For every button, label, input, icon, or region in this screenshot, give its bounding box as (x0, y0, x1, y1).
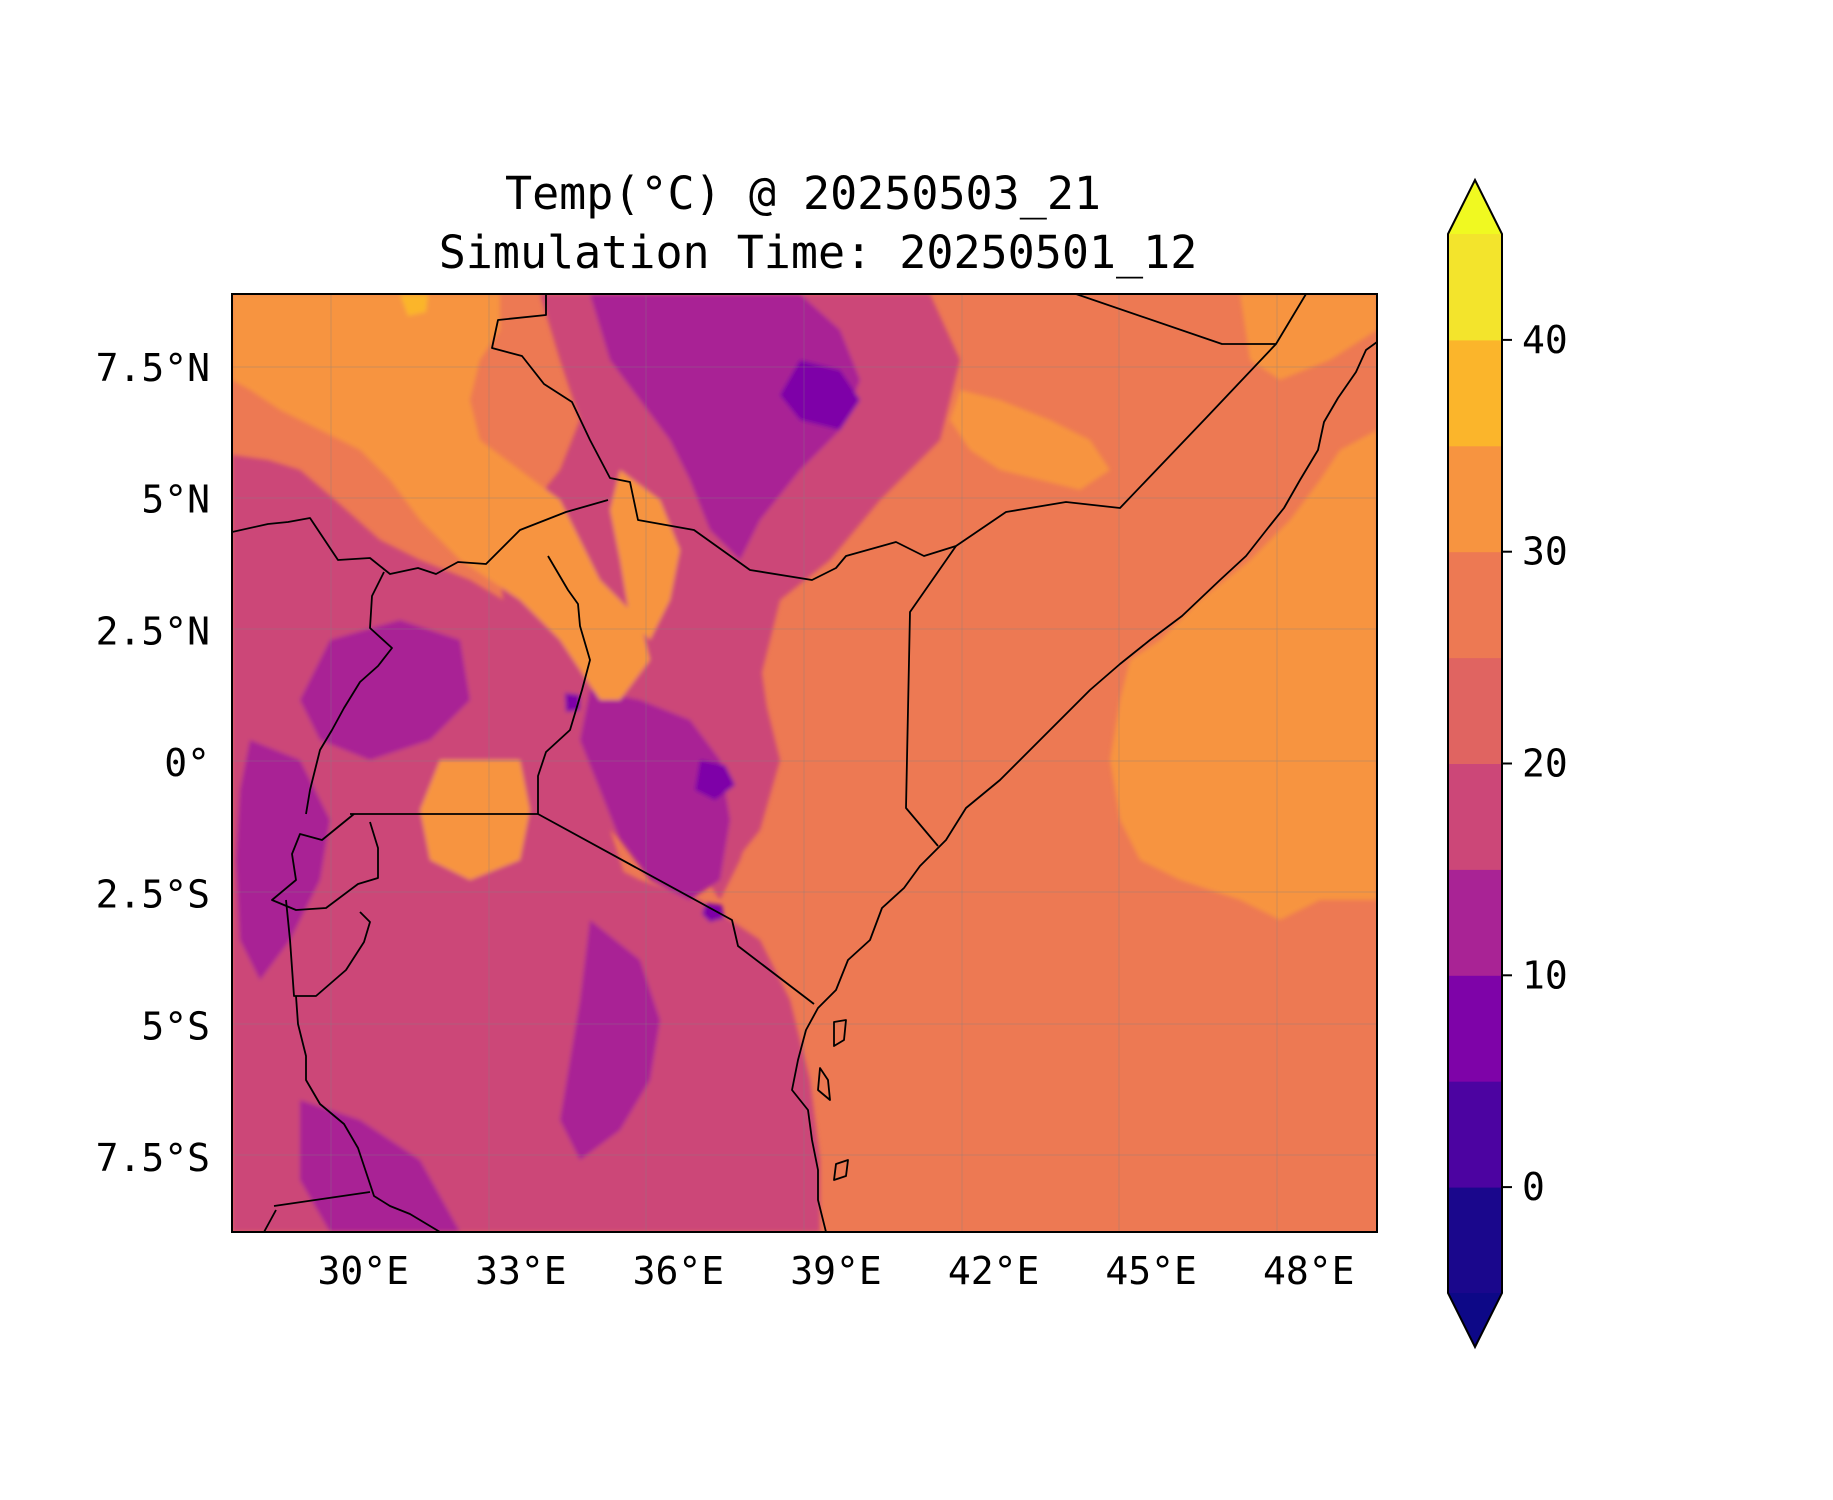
border-uganda-kenya (537, 555, 591, 814)
coastline-east-africa (791, 341, 1377, 1232)
colorbar-segment (1448, 657, 1502, 764)
colorbar-segment (1448, 763, 1502, 870)
field-somalia-orange (1110, 430, 1377, 920)
field-ethiopia-purple (590, 294, 860, 560)
title-line-2: Simulation Time: 20250501_12 (439, 226, 1198, 279)
field-north-kenya-orange (610, 470, 680, 640)
x-tick-label: 48°E (1263, 1249, 1355, 1293)
field-lake-victoria-orange (420, 760, 530, 880)
border-drc-uganda (305, 571, 393, 815)
island-mafia (817, 1067, 831, 1101)
border-ethiopia-somalia-north (1075, 294, 1276, 345)
x-tick-label: 39°E (790, 1249, 882, 1293)
colorbar-segment (1448, 869, 1502, 976)
title-line-1: Temp(°C) @ 20250503_21 (505, 167, 1101, 220)
field-rift-purple (580, 690, 730, 900)
colorbar-segment (1448, 445, 1502, 553)
colorbar-extend-over (1448, 180, 1502, 234)
colorbar-segment (1448, 234, 1502, 341)
map-panel: 30°E 33°E 36°E 39°E 42°E 45°E 48°E 7.5°N 5°N 2.5… (96, 293, 1378, 1293)
field-somali-highland-orange (950, 390, 1110, 490)
border-drc-tanzania-lake (295, 995, 441, 1232)
field-tanzania-purple (560, 920, 660, 1160)
border-zambia-tanzania (273, 1191, 371, 1207)
island-zanzibar (833, 1019, 847, 1047)
colorbar-tick-label: 0 (1522, 1165, 1545, 1209)
colorbar-tick-label: 20 (1522, 742, 1568, 786)
x-tick-label: 45°E (1105, 1249, 1197, 1293)
colorbar-tick-label: 40 (1522, 318, 1568, 362)
field-sudan-orange (232, 294, 650, 700)
colorbar-segment (1448, 1187, 1502, 1294)
map-frame (231, 293, 1378, 1233)
field-lakes-purple (300, 620, 470, 760)
field-ethiopia-deep (780, 360, 860, 430)
x-tick-label: 36°E (633, 1249, 725, 1293)
border-rwanda-burundi (271, 813, 379, 911)
field-kilimanjaro-deep (702, 903, 724, 922)
x-tick-label: 33°E (475, 1249, 567, 1293)
colorbar-tick-label: 30 (1522, 530, 1568, 574)
colorbar-outline (1447, 177, 1503, 1350)
border-south-sudan-ethiopia (491, 294, 1307, 581)
island-south (833, 1159, 849, 1181)
gridlines (232, 294, 1377, 1232)
y-tick-label: 7.5°N (96, 346, 210, 390)
field-congo-purple (236, 740, 330, 980)
field-south-purple-strip (300, 1100, 460, 1232)
border-south-west (263, 1209, 277, 1232)
boundaries (232, 294, 1377, 1232)
colorbar-segment (1448, 551, 1502, 659)
y-tick-label: 7.5°S (96, 1136, 210, 1180)
x-tick-labels: 30°E 33°E 36°E 39°E 42°E 45°E 48°E (318, 1249, 1355, 1293)
y-tick-label: 0° (164, 741, 210, 785)
y-tick-label: 2.5°S (96, 873, 210, 917)
border-burundi-tanzania (285, 899, 371, 997)
border-sudan-uganda-drc (232, 499, 609, 575)
y-tick-label: 5°N (141, 478, 210, 522)
y-tick-label: 2.5°N (96, 609, 210, 653)
colorbar-segment (1448, 339, 1502, 447)
colorbar-segment (1448, 975, 1502, 1082)
field-kenya-deep (695, 760, 735, 800)
colorbar-segment (1448, 1081, 1502, 1188)
y-tick-labels: 7.5°N 5°N 2.5°N 0° 2.5°S 5°S 7.5°S (96, 346, 210, 1180)
x-tick-label: 30°E (318, 1249, 410, 1293)
colorbar: 0 10 20 30 40 (1447, 177, 1568, 1350)
temperature-field (232, 294, 1377, 1232)
colorbar-tick-label: 10 (1522, 953, 1568, 997)
field-ne-orange (1240, 294, 1377, 380)
border-kenya-tanzania (537, 813, 815, 1005)
colorbar-extend-under (1448, 1293, 1502, 1347)
x-tick-label: 42°E (948, 1249, 1040, 1293)
border-kenya-somalia (905, 545, 957, 847)
y-tick-label: 5°S (141, 1004, 210, 1048)
field-amber-spot (400, 294, 428, 316)
